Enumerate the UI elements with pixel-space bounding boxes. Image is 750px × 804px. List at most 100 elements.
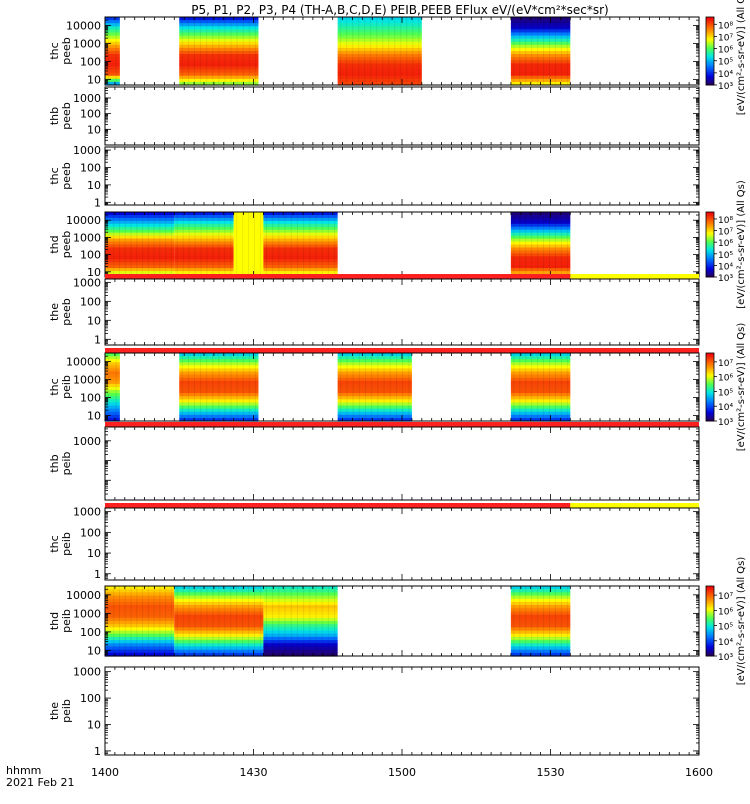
y-tick-label: 10000 (66, 589, 101, 602)
panel-thb-peeb: 10 100 1000 thb peeb (48, 86, 700, 146)
panel-frame (104, 507, 700, 581)
colorbar-tick-label: 10⁶ (718, 46, 733, 56)
y-tick-label: 1 (94, 745, 101, 758)
spectrogram-block (105, 17, 120, 86)
colorbar-tick-label: 10⁴ (718, 638, 733, 648)
colorbar-unit-label: [eV/(cm²-s-sr-eV)] (All Qs) (736, 180, 747, 309)
colorbar-tick-label: 10⁴ (718, 403, 733, 413)
panel-product-label: peeb (60, 162, 73, 190)
spectrogram-block (337, 353, 412, 422)
colorbar-tick-label: 10⁶ (718, 374, 733, 384)
spectrogram-block (510, 353, 571, 422)
panel-the-peib: 1 10 100 1000 the peib (48, 666, 700, 758)
flag-red (105, 348, 699, 353)
colorbar-tick-label: 10⁵ (718, 58, 733, 68)
y-tick-label: 1000 (73, 607, 101, 620)
panel-probe-label: the (48, 303, 61, 321)
y-tick-label: 1000 (73, 92, 101, 105)
spectrogram-block (174, 586, 264, 657)
y-tick-label: 100 (80, 392, 101, 405)
y-tick-label: 100 (80, 692, 101, 705)
time-axis-label: hhmm (6, 764, 41, 777)
panel-probe-label: thc (48, 167, 61, 184)
panel-product-label: peeb (60, 231, 73, 259)
colorbar-tick-label: 10⁴ (718, 262, 733, 272)
spectrogram-block (174, 212, 234, 278)
spectrogram-block (510, 586, 571, 657)
spectrogram-block (263, 212, 338, 278)
flag-red (105, 422, 699, 427)
y-tick-label: 10000 (66, 20, 101, 33)
colorbar-tick-label: 10³ (718, 274, 733, 284)
y-tick-label: 1 (94, 568, 101, 581)
colorbar-unit-label: [eV/(cm²-s-sr-eV)] (All Qs) (736, 0, 747, 115)
panel-product-label: peib (60, 699, 73, 723)
flag-yellow (570, 503, 699, 508)
y-tick-label: 10 (87, 644, 101, 657)
flag-yellow (570, 274, 699, 279)
spectrogram-block (179, 353, 259, 422)
y-tick-label: 100 (80, 626, 101, 639)
panel-product-label: peeb (60, 298, 73, 326)
x-tick-label: 1430 (240, 766, 268, 779)
flag-red (105, 274, 571, 279)
panel-frame (104, 278, 700, 346)
y-tick-label: 1000 (73, 506, 101, 519)
panel-probe-label: thb (48, 454, 61, 472)
panel-frame (104, 146, 700, 206)
panel-frame (104, 426, 700, 501)
date-label: 2021 Feb 21 (6, 776, 74, 789)
y-tick-label: 100 (80, 161, 101, 174)
panel-probe-label: thc (48, 378, 61, 395)
spectrogram-block (233, 212, 264, 278)
colorbar: 10³ 10⁴ 10⁵ 10⁶ 10⁷ [eV/(cm²-s-sr-eV)] (All Q… (705, 557, 747, 686)
colorbar-tick-label: 10³ (718, 82, 733, 92)
x-tick-label: 1530 (537, 766, 565, 779)
y-tick-label: 10000 (66, 356, 101, 369)
y-tick-label: 10 (87, 410, 101, 423)
colorbar-unit-label: [eV/(cm²-s-sr-eV)] (All Qs) (736, 557, 747, 686)
y-tick-label: 10 (87, 74, 101, 87)
panel-the-peeb: 1 10 100 1000 the peeb (48, 274, 700, 346)
y-tick-label: 100 (80, 249, 101, 262)
panel-probe-label: thc (48, 42, 61, 59)
spectrogram-block (105, 212, 175, 278)
panel-frame (104, 86, 700, 146)
colorbar-tick-label: 10³ (718, 418, 733, 428)
spectrogram-block (510, 212, 571, 278)
colorbar-tick-label: 10⁸ (718, 21, 733, 31)
x-tick-label: 1400 (91, 766, 119, 779)
panel-probe-label: thc (48, 535, 61, 552)
y-tick-label: 10000 (66, 214, 101, 227)
spectrogram-block (263, 586, 338, 657)
spectrogram-block (105, 353, 120, 422)
panel-frame (104, 666, 700, 756)
panel-product-label: peib (60, 609, 73, 633)
panel-product-label: peib (60, 532, 73, 556)
y-tick-label: 10 (87, 123, 101, 136)
panel-thc-peib: 10 100 1000 10000 thc peib 10³ 10⁴ 10⁵ 10⁶ 10⁷ [eV/… (48, 323, 747, 452)
colorbar-unit-label: [eV/(cm²-s-sr-eV)] (All Qs) (736, 323, 747, 452)
panel-product-label: peib (60, 452, 73, 476)
colorbar-tick-label: 10⁶ (718, 607, 733, 617)
y-tick-label: 10 (87, 179, 101, 192)
y-tick-label: 1000 (73, 231, 101, 244)
panel-thc-peeb: 10 100 1000 10000 thc peeb 10³ 10⁴ 10⁵ 10⁶ 10⁷ 10⁸[… (48, 0, 747, 115)
y-tick-label: 100 (80, 295, 101, 308)
y-tick-label: 1000 (73, 276, 101, 289)
y-tick-label: 1000 (73, 38, 101, 51)
y-tick-label: 10 (87, 266, 101, 279)
panel-product-label: peib (60, 375, 73, 399)
panel-thc-peib-2: 1 10 100 1000 thc peib (48, 503, 700, 581)
panel-probe-label: thd (48, 612, 61, 630)
colorbar-tick-label: 10⁷ (718, 33, 733, 43)
spectrogram-block (337, 17, 422, 86)
y-tick-label: 1 (94, 333, 101, 346)
colorbar-tick-label: 10⁴ (718, 70, 733, 80)
y-tick-label: 1 (94, 196, 101, 209)
panel-probe-label: thb (48, 107, 61, 125)
